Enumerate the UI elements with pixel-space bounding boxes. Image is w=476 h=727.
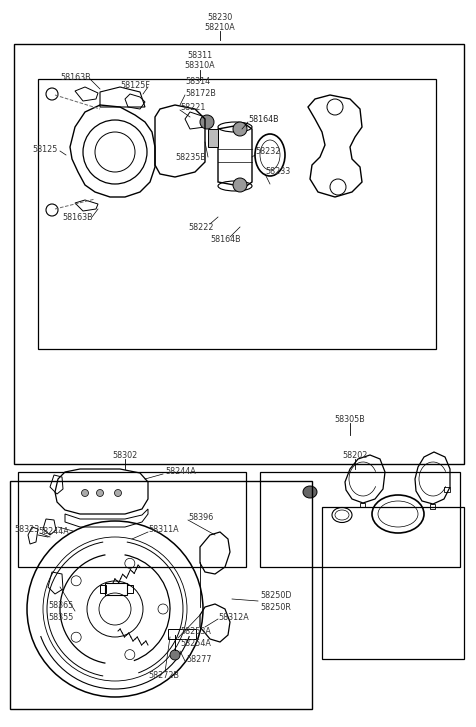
Ellipse shape xyxy=(303,486,317,498)
Text: 58305B: 58305B xyxy=(335,414,366,424)
Circle shape xyxy=(81,489,89,497)
Text: 58233: 58233 xyxy=(265,167,290,177)
Bar xyxy=(18,472,246,567)
Text: 58302: 58302 xyxy=(112,451,138,459)
Text: 58244A: 58244A xyxy=(38,526,69,536)
Text: 58396: 58396 xyxy=(188,513,213,521)
Text: 58253A: 58253A xyxy=(180,627,211,637)
Text: 58125: 58125 xyxy=(32,145,58,153)
Circle shape xyxy=(200,115,214,129)
Text: 58244A: 58244A xyxy=(165,467,196,476)
Bar xyxy=(127,585,133,593)
Text: 58312A: 58312A xyxy=(218,613,249,622)
Bar xyxy=(322,507,464,659)
Text: 58125F: 58125F xyxy=(120,81,150,89)
Text: 58172B: 58172B xyxy=(185,89,216,97)
Bar xyxy=(10,481,312,709)
Text: 58254A: 58254A xyxy=(180,640,211,648)
Bar xyxy=(38,79,436,349)
Text: 58311A: 58311A xyxy=(148,524,178,534)
Text: 58202: 58202 xyxy=(342,451,367,459)
Text: 58250R: 58250R xyxy=(260,603,291,611)
Text: 58314: 58314 xyxy=(185,78,210,87)
Text: 58311: 58311 xyxy=(188,50,213,60)
Circle shape xyxy=(233,122,247,136)
Text: 58163B: 58163B xyxy=(62,212,93,222)
Circle shape xyxy=(233,178,247,192)
Text: 58235B: 58235B xyxy=(175,153,206,161)
Bar xyxy=(14,44,464,464)
Text: 58365: 58365 xyxy=(48,601,73,609)
Bar xyxy=(168,629,196,639)
Text: 58232: 58232 xyxy=(255,148,280,156)
Text: 58250D: 58250D xyxy=(260,590,291,600)
Text: 58222: 58222 xyxy=(188,222,214,231)
Text: 58355: 58355 xyxy=(48,613,73,622)
Text: 58164B: 58164B xyxy=(248,114,278,124)
Text: 58272B: 58272B xyxy=(148,670,179,680)
Text: 58210A: 58210A xyxy=(205,23,235,31)
Text: 58164B: 58164B xyxy=(210,235,241,244)
Text: 58310A: 58310A xyxy=(185,62,215,71)
Text: 58163B: 58163B xyxy=(60,73,90,81)
Circle shape xyxy=(170,650,180,660)
Text: 58221: 58221 xyxy=(180,103,205,111)
Bar xyxy=(100,585,106,593)
Text: 58323: 58323 xyxy=(14,524,39,534)
Bar xyxy=(105,583,127,595)
Bar xyxy=(260,472,460,567)
Bar xyxy=(208,129,218,147)
Circle shape xyxy=(97,489,103,497)
Text: 58230: 58230 xyxy=(208,12,233,22)
Circle shape xyxy=(115,489,121,497)
Text: 58277: 58277 xyxy=(186,654,211,664)
